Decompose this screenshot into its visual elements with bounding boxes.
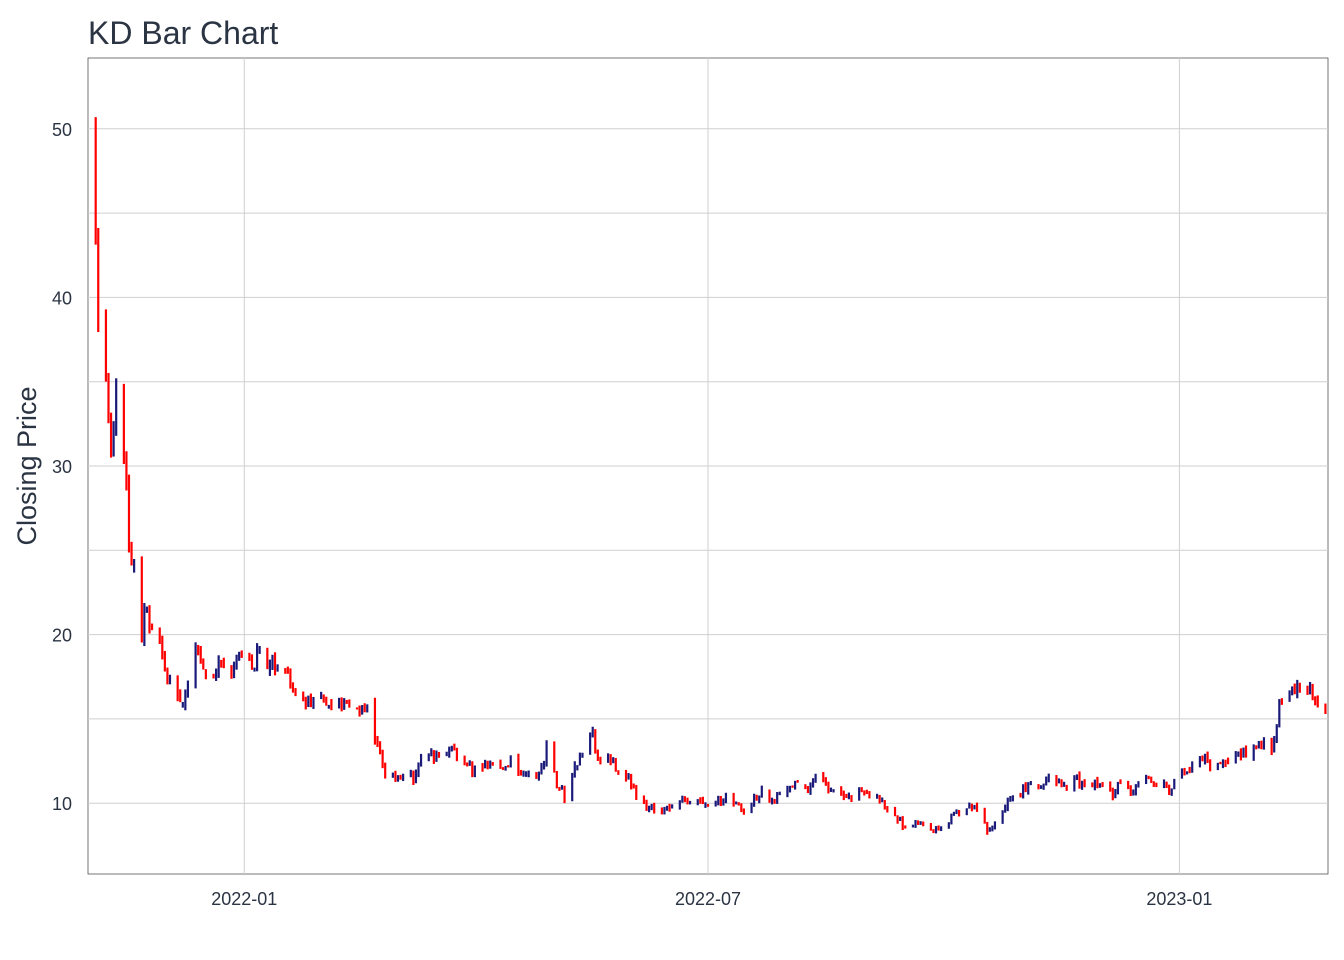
y-tick-label: 50 bbox=[52, 120, 72, 140]
y-axis-label: Closing Price bbox=[12, 386, 42, 545]
ohlc-bars bbox=[94, 117, 1327, 835]
x-tick-label: 2022-07 bbox=[675, 889, 741, 909]
x-axis-ticks: 2022-01 2022-07 2023-01 bbox=[211, 889, 1212, 909]
x-tick-label: 2022-01 bbox=[211, 889, 277, 909]
grid-lines bbox=[88, 58, 1328, 874]
y-tick-label: 40 bbox=[52, 288, 72, 308]
y-axis-ticks: 10 20 30 40 50 bbox=[52, 120, 72, 814]
x-tick-label: 2023-01 bbox=[1146, 889, 1212, 909]
y-tick-label: 10 bbox=[52, 794, 72, 814]
y-tick-label: 30 bbox=[52, 457, 72, 477]
y-tick-label: 20 bbox=[52, 626, 72, 646]
chart-title: KD Bar Chart bbox=[88, 15, 278, 51]
